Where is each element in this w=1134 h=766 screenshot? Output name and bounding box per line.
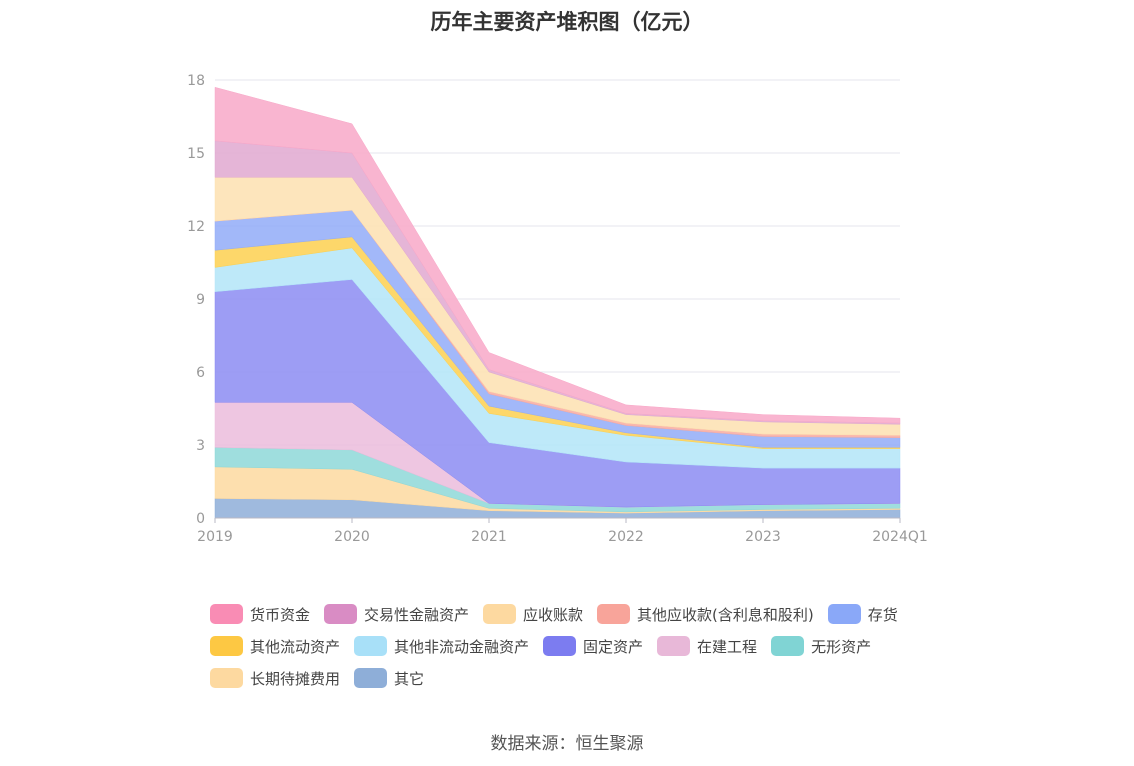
legend-label: 存货: [867, 605, 898, 624]
legend-label: 应收账款: [523, 605, 584, 624]
legend-label: 在建工程: [697, 637, 758, 656]
legend-swatch: [657, 636, 691, 656]
legend-swatch: [210, 604, 243, 624]
legend-label: 其他非流动金融资产: [394, 637, 530, 656]
legend-swatch: [354, 636, 388, 656]
legend-row-3: 长期待摊费用 其它: [210, 662, 930, 694]
area-series-group: [214, 86, 901, 519]
legend-item-inventory[interactable]: 存货: [827, 604, 898, 625]
y-tick-label: 0: [196, 511, 205, 527]
source-note: 数据来源：恒生聚源: [490, 734, 644, 754]
legend-label: 固定资产: [583, 637, 644, 656]
legend-row-1: 货币资金 交易性金融资产 应收账款 其他应收款(含利息和股利) 存货: [210, 598, 930, 630]
x-tick-label: 2021: [471, 529, 507, 545]
legend-item-intangible-assets[interactable]: 无形资产: [771, 636, 871, 657]
legend-item-fixed-assets[interactable]: 固定资产: [543, 636, 643, 657]
legend-item-other[interactable]: 其它: [354, 668, 424, 689]
legend-swatch: [597, 604, 631, 624]
y-tick-label: 6: [196, 365, 205, 381]
x-tick-label: 2024Q1: [872, 529, 928, 545]
legend-item-construction-in-progress[interactable]: 在建工程: [657, 636, 757, 657]
legend-label: 其他流动资产: [250, 637, 341, 656]
x-tick-label: 2022: [608, 529, 644, 545]
legend-swatch: [210, 668, 243, 688]
legend-swatch: [210, 636, 243, 656]
legend-swatch: [324, 604, 358, 624]
y-tick-label: 3: [196, 438, 205, 454]
legend-label: 其他应收款(含利息和股利): [637, 605, 814, 624]
y-tick-label: 9: [196, 292, 205, 308]
x-tick-label: 2023: [745, 529, 781, 545]
legend-swatch: [354, 668, 388, 688]
legend-item-other-receivables[interactable]: 其他应收款(含利息和股利): [597, 604, 814, 625]
axes: 0 3 6 9 12 15 18 2019 2020 2021 2022 2023 2024Q1: [187, 73, 928, 545]
legend-item-other-current-assets[interactable]: 其他流动资产: [210, 636, 340, 657]
legend: 货币资金 交易性金融资产 应收账款 其他应收款(含利息和股利) 存货 其他流动资…: [210, 598, 930, 694]
legend-item-accounts-receivable[interactable]: 应收账款: [483, 604, 583, 625]
legend-item-currency-funds[interactable]: 货币资金: [210, 604, 310, 625]
legend-label: 货币资金: [250, 605, 311, 624]
area-series-货币资金: [214, 86, 901, 424]
y-tick-label: 18: [187, 73, 205, 89]
x-tick-label: 2019: [197, 529, 233, 545]
legend-label: 长期待摊费用: [250, 669, 341, 688]
y-tick-label: 15: [187, 146, 205, 162]
legend-label: 其它: [394, 669, 425, 688]
legend-swatch: [483, 604, 517, 624]
legend-label: 交易性金融资产: [364, 605, 470, 624]
legend-item-trading-financial-assets[interactable]: 交易性金融资产: [324, 604, 469, 625]
legend-row-2: 其他流动资产 其他非流动金融资产 固定资产 在建工程 无形资产: [210, 630, 930, 662]
legend-swatch: [827, 604, 861, 624]
legend-label: 无形资产: [811, 637, 872, 656]
legend-swatch: [771, 636, 805, 656]
legend-item-long-term-prepaid-expenses[interactable]: 长期待摊费用: [210, 668, 340, 689]
legend-swatch: [543, 636, 577, 656]
chart-title: 历年主要资产堆积图（亿元）: [430, 10, 704, 34]
chart-plot: 0 3 6 9 12 15 18 2019 2020 2021 2022 2023 2024Q1: [187, 73, 928, 545]
y-tick-label: 12: [187, 219, 205, 235]
x-tick-label: 2020: [334, 529, 370, 545]
legend-item-other-noncurrent-financial-assets[interactable]: 其他非流动金融资产: [354, 636, 529, 657]
